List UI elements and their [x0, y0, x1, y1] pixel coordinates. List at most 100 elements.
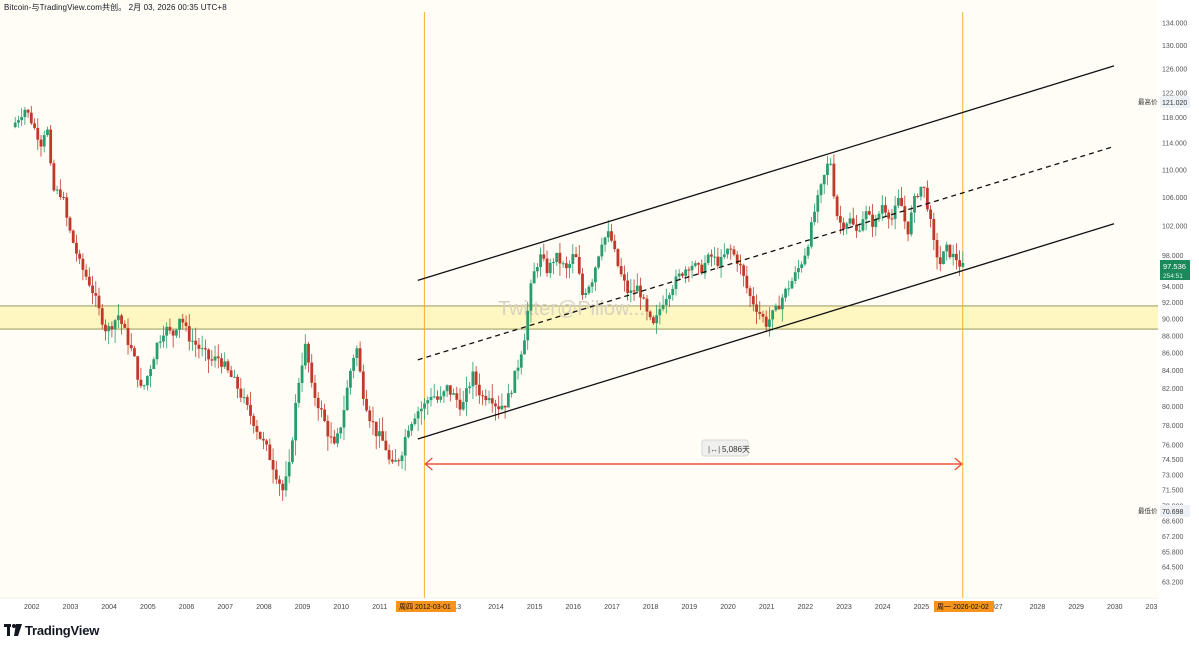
vertical-markers[interactable]: [423, 12, 964, 598]
candle-body: [716, 256, 720, 266]
current-price-value: 97.536: [1163, 262, 1186, 271]
candle-body: [152, 359, 156, 370]
candle-body: [561, 263, 565, 265]
tradingview-logo[interactable]: TradingView: [4, 620, 99, 640]
candle-body: [232, 376, 236, 378]
upper-channel-line[interactable]: [417, 65, 1115, 282]
candle-body: [526, 310, 530, 341]
candle-body: [890, 218, 894, 220]
time-tick-label: 2029: [1068, 604, 1084, 611]
time-tick-label: 2019: [682, 604, 698, 611]
price-tick-label: 84.000: [1162, 368, 1184, 375]
candle-body: [539, 254, 542, 268]
candle-body: [287, 462, 291, 477]
time-tick-label: 2023: [836, 604, 852, 611]
candle-body: [916, 195, 920, 197]
candle-body: [281, 483, 285, 491]
time-tick-label: 2008: [256, 604, 272, 611]
candle-body: [423, 403, 426, 409]
candle-body: [506, 393, 510, 408]
price-tick-label: 74.500: [1162, 457, 1184, 464]
candle-body: [384, 440, 388, 451]
candle-body: [352, 357, 356, 371]
candle-body: [442, 391, 446, 397]
price-tick-label: 90.000: [1162, 317, 1184, 324]
candle-body: [162, 335, 165, 342]
candle-body: [13, 122, 17, 128]
price-tick-label: 64.500: [1162, 564, 1184, 571]
price-tick-label: 118.000: [1162, 115, 1187, 122]
candle-body: [171, 330, 175, 336]
candle-body: [739, 263, 742, 266]
candle-body: [474, 371, 478, 385]
candle-body: [490, 398, 494, 404]
regression-channel[interactable]: [417, 65, 1115, 440]
candle-body: [194, 340, 198, 345]
price-tick-label: 102.000: [1162, 223, 1187, 230]
price-tick-label: 73.000: [1162, 472, 1184, 479]
candle-body: [187, 326, 191, 342]
range-arrow-left-head: [424, 457, 433, 471]
candle-body: [455, 393, 459, 400]
candle-body: [661, 304, 665, 310]
candle-body: [481, 395, 484, 397]
candle-body: [693, 263, 697, 266]
price-tick-label: 80.000: [1162, 404, 1184, 411]
candle-body: [564, 263, 568, 269]
candle-body: [136, 356, 140, 380]
candle-body: [722, 254, 726, 257]
lower-channel-line[interactable]: [417, 223, 1115, 440]
candle-body: [216, 356, 220, 359]
candle-body: [268, 444, 272, 460]
candle-body: [745, 275, 749, 289]
candle-body: [323, 409, 327, 421]
candle-body: [587, 286, 591, 294]
candle-body: [419, 408, 423, 412]
candle-body: [94, 293, 98, 296]
mid-channel-line[interactable]: [417, 145, 1115, 361]
candle-body: [242, 397, 246, 399]
candle-body: [951, 253, 955, 258]
candle-body: [719, 256, 723, 266]
support-zone[interactable]: [0, 305, 1158, 330]
candle-body: [780, 297, 784, 310]
candle-body: [784, 288, 787, 298]
time-tick-label: 2017: [604, 604, 620, 611]
high-price-box: [1160, 96, 1190, 108]
candle-body: [742, 265, 746, 276]
candle-body: [674, 276, 678, 289]
candle-body: [381, 431, 385, 441]
price-tick-label: 65.800: [1162, 550, 1184, 557]
candle-body: [809, 222, 813, 247]
candle-body: [326, 420, 330, 437]
candle-body: [622, 274, 626, 281]
candle-body: [407, 430, 410, 438]
low-price-box: [1160, 505, 1190, 517]
date-range-measure[interactable]: |↔| 5,086天: [424, 439, 963, 471]
candle-body: [774, 305, 778, 311]
candle-body: [703, 263, 707, 274]
price-tick-label: 94.000: [1162, 284, 1184, 291]
candle-body: [413, 418, 417, 425]
candle-body: [342, 410, 346, 428]
time-axis[interactable]: 2002 2003 2004 2005 2006 2007 2008 2009 2010 2011…: [0, 597, 1199, 616]
time-tick-label: 027: [991, 604, 1003, 611]
candle-body: [706, 254, 710, 264]
candle-body: [197, 344, 201, 349]
candle-body: [545, 258, 549, 274]
start-date-badge: [396, 601, 456, 612]
candle-body: [387, 450, 391, 460]
candle-body: [945, 244, 949, 252]
price-tick-label: 126.000: [1162, 66, 1187, 73]
candle-body: [938, 257, 942, 265]
candle-body: [113, 320, 117, 330]
candle-body: [664, 299, 668, 305]
candle-body: [884, 205, 887, 213]
candle-body: [729, 248, 733, 250]
candle-body: [671, 288, 675, 296]
candle-body: [826, 163, 829, 176]
candle-body: [697, 263, 700, 265]
candle-body: [403, 437, 407, 456]
